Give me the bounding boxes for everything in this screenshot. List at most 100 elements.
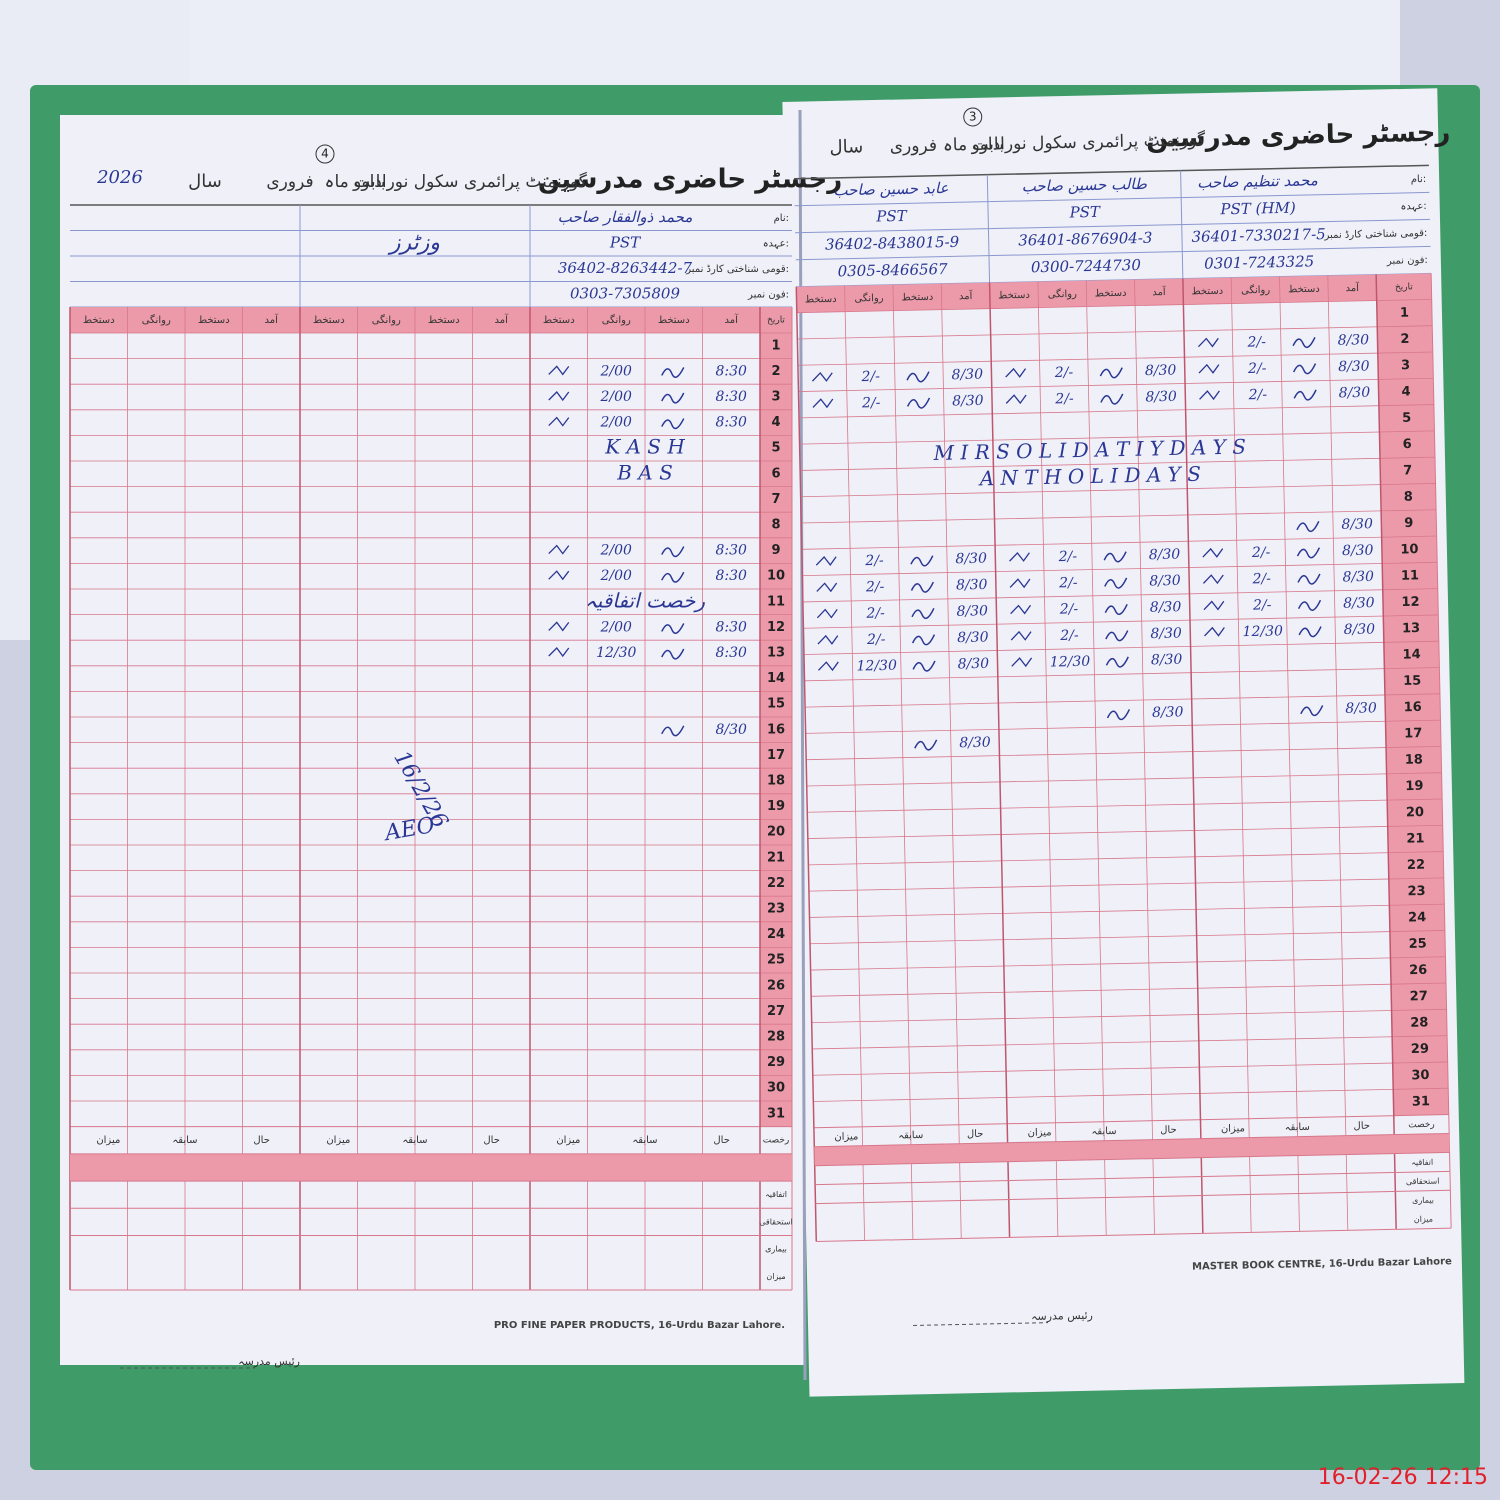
summary-header: حال — [483, 1135, 500, 1146]
day-number: 25 — [1408, 936, 1426, 951]
row-rule — [806, 745, 1442, 761]
row-rule — [812, 1061, 1448, 1076]
page-no-circle — [315, 144, 335, 164]
column-header-band — [796, 273, 1432, 313]
year-label: سال — [829, 136, 863, 158]
signature-scribble — [914, 739, 938, 751]
summary-header: میزان — [1027, 1127, 1051, 1139]
column-header: دستخط — [658, 315, 690, 326]
day-number: 15 — [1403, 674, 1421, 689]
departure-time: 2/- — [1252, 597, 1272, 613]
school-name: گورنمنٹ پرائمری سکول نوراداوو — [970, 129, 1206, 155]
departure-time: 2/- — [1251, 545, 1271, 561]
signature-scribble — [910, 555, 934, 567]
summary-label: بیماری — [765, 1245, 787, 1254]
summary-label: میزان — [1414, 1215, 1433, 1224]
signature-scribble — [661, 571, 685, 583]
visitors-label: وزٹرز — [387, 230, 440, 255]
summary-label: استحقاقی — [1406, 1177, 1440, 1187]
row-rule — [812, 1035, 1448, 1050]
signature-scribble — [1010, 630, 1032, 641]
arrival-time: 8/30 — [1342, 543, 1374, 560]
column-header: دستخط — [805, 294, 837, 306]
summary-band — [70, 1153, 792, 1182]
principal-line — [913, 1322, 1049, 1326]
day-number: 16 — [1404, 700, 1422, 715]
signature-scribble — [1197, 337, 1219, 348]
signature-scribble — [661, 546, 685, 558]
column-header: دستخط — [83, 315, 115, 326]
column-rule — [1375, 274, 1397, 1230]
signature-scribble — [548, 647, 570, 658]
day-number: 2 — [1400, 332, 1409, 347]
leave-header: رخصت — [1408, 1120, 1435, 1131]
signature-scribble — [912, 660, 936, 672]
summary-label: اتفاقیہ — [1411, 1158, 1433, 1167]
signature-scribble — [548, 621, 570, 632]
column-header: دستخط — [998, 290, 1030, 302]
signature-scribble — [661, 648, 685, 660]
day-number: 18 — [767, 774, 785, 789]
summary-header: حال — [713, 1135, 730, 1146]
signature-scribble — [1099, 367, 1123, 379]
arrival-time: 8:30 — [716, 363, 748, 379]
column-header: روانگی — [372, 314, 401, 326]
date-header: تاریخ — [767, 316, 785, 326]
teacher-cnic: 36401-7330217-5 — [1191, 225, 1326, 246]
month: فروری — [266, 172, 313, 192]
right-sheet-group — [782, 88, 1465, 1397]
row-rule — [808, 851, 1444, 866]
row-rule — [811, 982, 1447, 997]
departure-time: 2/- — [1058, 575, 1078, 591]
column-header: آمد — [265, 313, 280, 326]
row-rule — [803, 614, 1439, 629]
signature-scribble — [816, 608, 838, 619]
info-divider — [1180, 170, 1184, 279]
signature-scribble — [1203, 600, 1225, 611]
month-label: بابت ماہ — [325, 172, 386, 192]
teacher-name: طالب حسین صاحب — [1021, 175, 1148, 196]
column-rule — [1134, 279, 1155, 1235]
remark: K A S H — [604, 435, 685, 459]
day-number: 26 — [1409, 963, 1427, 978]
remark: B A S — [616, 460, 673, 484]
summary-band — [814, 1133, 1450, 1166]
day-number: 20 — [1406, 805, 1424, 820]
day-number: 1 — [771, 338, 780, 353]
column-header: دستخط — [428, 315, 460, 326]
row-rule — [798, 377, 1434, 392]
arrival-time: 8/30 — [1338, 358, 1370, 375]
day-number: 13 — [767, 646, 785, 661]
page-no: 4 — [321, 147, 329, 161]
day-number: 8 — [771, 518, 780, 533]
signature-scribble — [1296, 521, 1320, 533]
spine — [798, 109, 807, 1381]
row-rule — [806, 772, 1442, 787]
departure-time: 2/- — [866, 632, 886, 648]
row-rule — [807, 798, 1443, 813]
signature-scribble — [1296, 547, 1321, 559]
column-header: دستخط — [198, 315, 230, 326]
day-number: 3 — [1401, 358, 1410, 373]
row-rule — [807, 824, 1443, 839]
day-number: 4 — [1401, 384, 1410, 399]
summary-header: سابقہ — [898, 1130, 923, 1142]
departure-time: 12/30 — [596, 645, 636, 661]
summary-header: میزان — [556, 1135, 580, 1146]
departure-time: 2/- — [861, 395, 881, 411]
column-header: آمد — [1152, 285, 1167, 298]
column-header: دستخط — [901, 292, 933, 304]
summary-header: سابقہ — [172, 1135, 197, 1146]
signature-scribble — [548, 391, 570, 402]
column-header: دستخط — [313, 315, 345, 326]
signature-scribble — [1009, 551, 1030, 562]
signature-scribble — [661, 725, 685, 737]
month-label: بابت ماہ — [943, 134, 1004, 155]
info-label: عہدہ: — [763, 238, 789, 249]
remark: A N T H O L I D A Y S — [977, 462, 1201, 491]
summary-label: بیماری — [1412, 1196, 1434, 1205]
signature-scribble — [548, 365, 570, 376]
